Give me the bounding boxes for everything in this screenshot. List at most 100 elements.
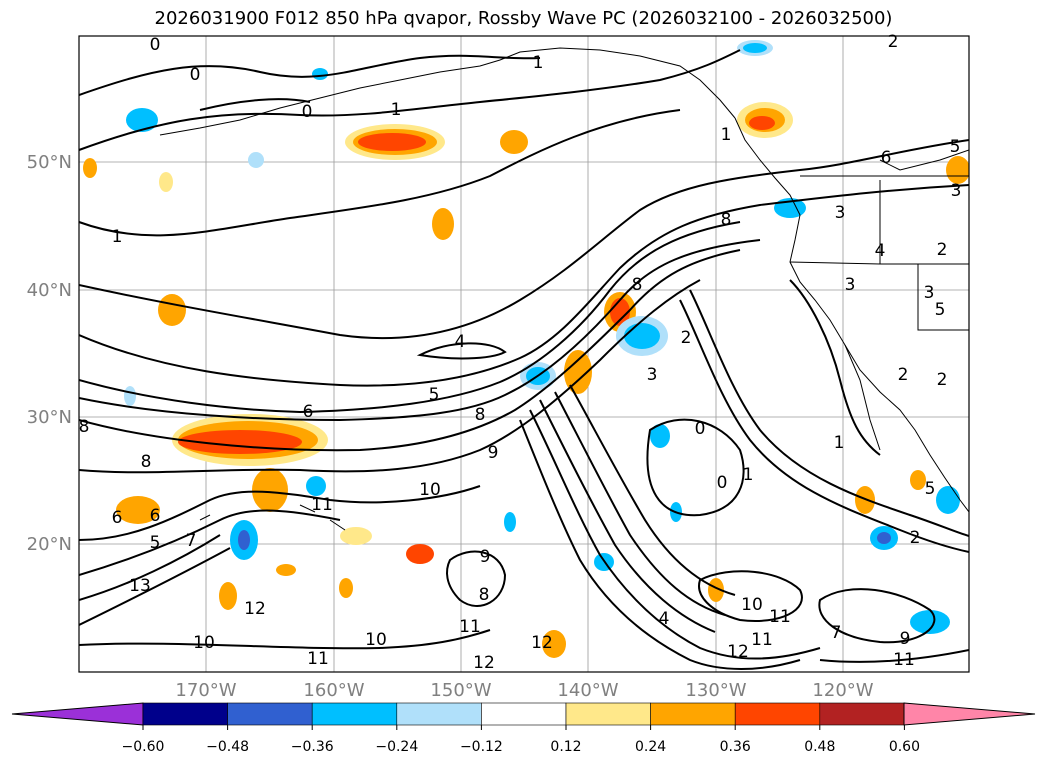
contour-label: 1: [834, 433, 845, 453]
colorbar-cell: [819, 702, 905, 726]
contour-label: 5: [935, 300, 946, 320]
contour-label: 11: [893, 650, 915, 670]
contour-label: 2: [681, 328, 692, 348]
colorbar-tick-label: −0.36: [291, 739, 334, 755]
contour-label: 11: [311, 495, 333, 515]
contour-label: 5: [150, 533, 161, 553]
contour-label: 2: [910, 528, 921, 548]
contour-label: 1: [391, 100, 402, 120]
lon-axis: 170°W 160°W 150°W 140°W 130°W 120°W: [175, 680, 873, 701]
colorbar-tick-label: −0.12: [460, 739, 503, 755]
colorbar-tick-label: −0.24: [375, 739, 418, 755]
contour-label: 10: [419, 480, 441, 500]
lon-tick-130w: 130°W: [685, 680, 746, 701]
lon-tick-170w: 170°W: [175, 680, 236, 701]
contour-label: 12: [531, 633, 553, 653]
colorbar-cell: [481, 702, 567, 726]
colorbar-tick-label: 0.36: [720, 739, 751, 755]
contour-label: 1: [743, 465, 754, 485]
contour-label: 3: [924, 283, 935, 303]
contour-label: 1: [533, 53, 544, 73]
lat-tick-40: 40°N: [27, 280, 72, 301]
contour-label: 5: [429, 385, 440, 405]
colorbar-extend-low: [11, 702, 144, 726]
lon-tick-160w: 160°W: [303, 680, 364, 701]
contour-label: 8: [479, 585, 490, 605]
contour-label: 0: [302, 102, 313, 122]
colorbar-cell: [650, 702, 736, 726]
contour-label: 8: [475, 405, 486, 425]
colorbar-tick-label: −0.48: [206, 739, 249, 755]
map-title: 2026031900 F012 850 hPa qvapor, Rossby W…: [154, 8, 893, 29]
contour-label: 12: [727, 642, 749, 662]
contour-label: 0: [695, 419, 706, 439]
contour-label: 11: [769, 607, 791, 627]
colorbar-cell: [396, 702, 482, 726]
colorbar-tick-label: 0.12: [550, 739, 581, 755]
plot-area: [79, 36, 969, 672]
colorbar-tick-label: 0.48: [804, 739, 835, 755]
contour-label: 11: [307, 649, 329, 669]
contour-label: 4: [875, 241, 886, 261]
colorbar-tick-label: 0.60: [889, 739, 920, 755]
contour-label: 7: [831, 623, 842, 643]
contour-label: 3: [951, 181, 962, 201]
contour-label: 10: [365, 630, 387, 650]
colorbar-tick-label: 0.24: [635, 739, 666, 755]
contour-label: 6: [112, 508, 123, 528]
lon-tick-120w: 120°W: [812, 680, 873, 701]
contour-label: 0: [717, 473, 728, 493]
contour-label: 1: [112, 227, 123, 247]
contour-label: 0: [150, 35, 161, 55]
contour-label: 9: [488, 443, 499, 463]
contour-label: 4: [659, 609, 670, 629]
contour-label: 6: [303, 402, 314, 422]
contour-label: 12: [473, 653, 495, 673]
contour-label: 6: [150, 506, 161, 526]
contour-label: 12: [244, 599, 266, 619]
contour-label: 2: [888, 32, 899, 52]
contour-label: 5: [950, 137, 961, 157]
contour-label: 3: [835, 203, 846, 223]
contour-label: 8: [141, 452, 152, 472]
contour-label: 9: [900, 629, 911, 649]
coastlines: [159, 47, 969, 531]
colorbar-cell: [227, 702, 313, 726]
colorbar: −0.60 −0.48 −0.36 −0.24 −0.12 0.12 0.24 0.36 0.4…: [11, 702, 1036, 755]
contour-label: 2: [898, 365, 909, 385]
contour-label: 13: [129, 576, 151, 596]
contour-label: 10: [741, 595, 763, 615]
colorbar-cell: [565, 702, 651, 726]
contour-lines: [79, 49, 969, 670]
contour-label: 1: [721, 125, 732, 145]
contour-label: 8: [632, 275, 643, 295]
contour-label: 10: [193, 633, 215, 653]
colorbar-cell: [734, 702, 821, 726]
lat-axis: 50°N 40°N 30°N 20°N: [27, 152, 72, 555]
gridlines: [79, 36, 969, 672]
colorbar-extend-high: [903, 702, 1036, 726]
contour-label: 4: [455, 332, 466, 352]
contour-label: 5: [925, 479, 936, 499]
lat-tick-30: 30°N: [27, 407, 72, 428]
contour-label: 11: [459, 617, 481, 637]
lat-tick-20: 20°N: [27, 534, 72, 555]
lon-tick-140w: 140°W: [557, 680, 618, 701]
lon-tick-150w: 150°W: [430, 680, 491, 701]
plot-frame: [78, 35, 970, 673]
lat-tick-50: 50°N: [27, 152, 72, 173]
colorbar-tick-label: −0.60: [122, 739, 165, 755]
contour-label: 9: [480, 547, 491, 567]
contour-label: 0: [190, 65, 201, 85]
contour-label: 2: [937, 240, 948, 260]
contour-label: 11: [751, 630, 773, 650]
colorbar-cell: [142, 702, 228, 726]
contour-label: 7: [186, 531, 197, 551]
colorbar-cell: [311, 702, 398, 726]
contour-label: 3: [647, 365, 658, 385]
contour-label: 8: [79, 417, 90, 437]
contour-label: 3: [845, 275, 856, 295]
contour-label: 6: [881, 148, 892, 168]
